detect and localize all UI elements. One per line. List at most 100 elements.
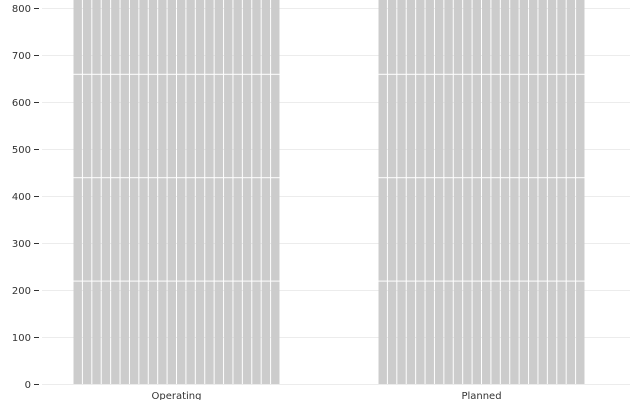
waffle-cell (101, 281, 111, 384)
waffle-cell (271, 74, 280, 178)
waffle-cell (242, 74, 252, 178)
waffle-cell (519, 178, 529, 281)
waffle-cell (491, 281, 500, 384)
waffle-cell (444, 74, 453, 178)
waffle-cell (491, 178, 500, 281)
y-tick-label: 400 (12, 192, 31, 203)
waffle-cell (195, 178, 205, 281)
waffle-cell (252, 0, 261, 74)
waffle-cell (529, 74, 538, 178)
waffle-cell (529, 178, 538, 281)
stacks (73, 0, 585, 384)
waffle-cell (224, 178, 233, 281)
waffle-cell (472, 0, 481, 74)
waffle-cell (148, 281, 158, 384)
waffle-cell (519, 74, 529, 178)
y-tick-label: 300 (12, 239, 31, 250)
waffle-cell (425, 178, 434, 281)
waffle-cell (242, 281, 252, 384)
waffle-cell (510, 0, 519, 74)
waffle-cell (510, 281, 519, 384)
waffle-cell (406, 281, 416, 384)
waffle-cell (214, 281, 224, 384)
waffle-cell (92, 0, 101, 74)
waffle-cell (482, 281, 491, 384)
waffle-cell (82, 281, 92, 384)
x-category-label: Operating (152, 391, 202, 400)
waffle-cell (444, 281, 453, 384)
waffle-cell (205, 74, 214, 178)
waffle-cell (167, 178, 176, 281)
waffle-cell (92, 74, 101, 178)
waffle-cell (387, 74, 397, 178)
x-category-label: Planned (461, 391, 501, 400)
waffle-cell (205, 178, 214, 281)
waffle-cell (387, 0, 397, 74)
waffle-cell (158, 281, 167, 384)
waffle-cell (416, 178, 425, 281)
waffle-cell (557, 0, 566, 74)
waffle-cell (205, 0, 214, 74)
waffle-cell (538, 0, 547, 74)
waffle-cell (453, 281, 463, 384)
waffle-cell (242, 178, 252, 281)
waffle-cell (406, 178, 416, 281)
waffle-cell (120, 0, 129, 74)
waffle-cell (148, 74, 158, 178)
waffle-cell (434, 0, 444, 74)
waffle-cell (425, 74, 434, 178)
waffle-cell (519, 281, 529, 384)
waffle-cell (547, 281, 557, 384)
waffle-cell (129, 178, 139, 281)
waffle-cell (186, 281, 195, 384)
waffle-cell (566, 0, 576, 74)
waffle-cell (378, 178, 387, 281)
waffle-cell (453, 178, 463, 281)
waffle-cell (261, 281, 271, 384)
waffle-cell (472, 178, 481, 281)
waffle-cell (101, 0, 111, 74)
waffle-cell (463, 74, 472, 178)
waffle-cell (397, 74, 406, 178)
y-tick-label: 200 (12, 286, 31, 297)
waffle-cell (233, 281, 242, 384)
waffle-cell (491, 74, 500, 178)
waffle-cell (397, 281, 406, 384)
waffle-cell (397, 178, 406, 281)
waffle-cell (92, 281, 101, 384)
waffle-cell (205, 281, 214, 384)
waffle-cell (406, 0, 416, 74)
waffle-cell (129, 281, 139, 384)
waffle-cell (233, 178, 242, 281)
waffle-cell (148, 0, 158, 74)
waffle-cell (158, 178, 167, 281)
waffle-cell (576, 281, 585, 384)
waffle-cell (82, 0, 92, 74)
waffle-cell (453, 0, 463, 74)
waffle-cell (233, 74, 242, 178)
waffle-cell (510, 178, 519, 281)
waffle-cell (186, 74, 195, 178)
waffle-cell (519, 0, 529, 74)
waffle-cell (252, 74, 261, 178)
waffle-cell (139, 74, 148, 178)
waffle-cell (224, 0, 233, 74)
waffle-cell (101, 74, 111, 178)
waffle-cell (186, 0, 195, 74)
waffle-cell (111, 178, 120, 281)
waffle-cell (378, 74, 387, 178)
waffle-cell (167, 0, 176, 74)
waffle-cell (167, 281, 176, 384)
waffle-cell (566, 281, 576, 384)
waffle-cell (463, 178, 472, 281)
waffle-cell (378, 0, 387, 74)
waffle-cell (397, 0, 406, 74)
waffle-cell (472, 281, 481, 384)
waffle-cell (101, 178, 111, 281)
waffle-cell (73, 178, 82, 281)
waffle-cell (195, 74, 205, 178)
y-tick-label: 0 (25, 380, 31, 391)
waffle-cell (224, 74, 233, 178)
y-tick-label: 700 (12, 51, 31, 62)
waffle-cell (214, 74, 224, 178)
